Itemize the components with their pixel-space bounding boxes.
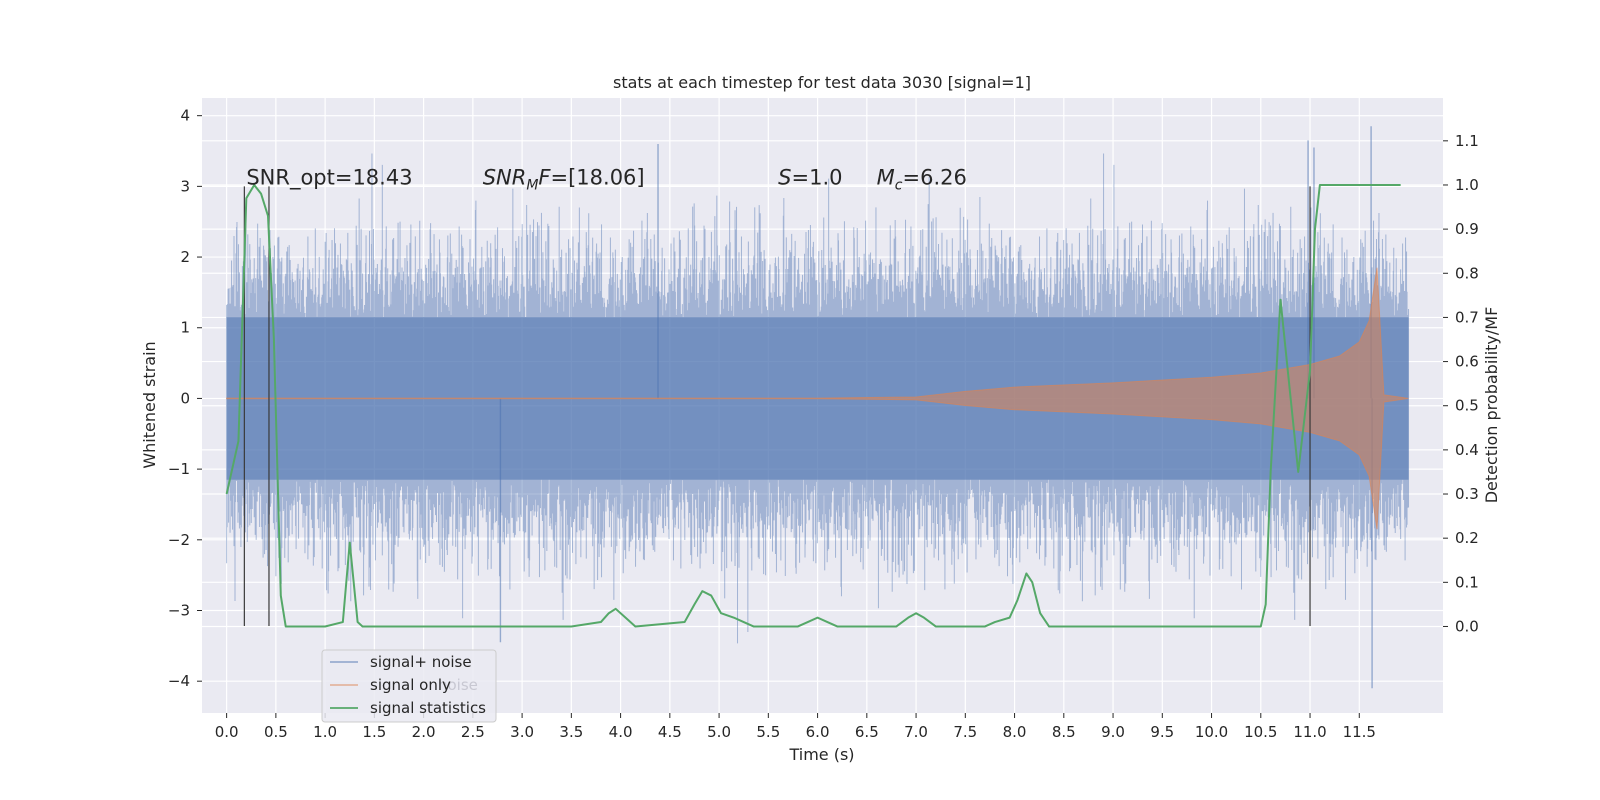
x-tick-label-22: 11.0 (1293, 723, 1326, 741)
x-tick-label-19: 9.5 (1150, 723, 1174, 741)
x-tick-label-13: 6.5 (855, 723, 879, 741)
annotation-1: SNRMF=[18.06] (483, 165, 645, 193)
y-tick-label-7: 3 (180, 177, 190, 195)
legend-frame (321, 649, 497, 723)
y2-tick-label-11: 1.1 (1455, 132, 1479, 150)
x-tick-label-10: 5.0 (707, 723, 731, 741)
x-tick-label-17: 8.5 (1052, 723, 1076, 741)
legend-label-signal-only: signal only (370, 676, 451, 694)
legend-label-signal-noise: signal+ noise (370, 653, 472, 671)
chart-title: stats at each timestep for test data 303… (613, 73, 1031, 92)
x-tick-label-5: 2.5 (461, 723, 485, 741)
x-tick-label-15: 7.5 (953, 723, 977, 741)
signal-statistics-line (225, 183, 1401, 628)
tick-labels: 0.0 0.5 1.0 1.5 2.0 2.5 3.0 3.5 4.0 4.5 5.0 5.5 6.0 6… (168, 107, 1479, 741)
x-tick-label-0: 0.0 (215, 723, 239, 741)
y-tick-label-5: 1 (180, 319, 190, 337)
x-tick-label-11: 5.5 (756, 723, 780, 741)
x-tick-label-14: 7.0 (904, 723, 928, 741)
x-tick-label-2: 1.0 (313, 723, 337, 741)
annotation-0: SNR_opt=18.43 (246, 165, 412, 190)
x-tick-label-20: 10.0 (1195, 723, 1228, 741)
annotation-3: Mc=6.26 (877, 165, 967, 193)
x-tick-label-6: 3.0 (510, 723, 534, 741)
y-tick-label-4: 0 (180, 389, 190, 407)
x-tick-label-3: 1.5 (362, 723, 386, 741)
y-tick-label-1: −3 (168, 602, 190, 620)
y-tick-label-2: −2 (168, 531, 190, 549)
y2-tick-label-4: 0.4 (1455, 441, 1479, 459)
signal-only-series (226, 267, 1409, 530)
y2-axis-label: Detection probability/MF (1482, 307, 1501, 504)
x-axis-label: Time (s) (788, 745, 854, 764)
y-tick-label-3: −1 (168, 460, 190, 478)
y2-tick-label-6: 0.6 (1455, 353, 1479, 371)
signal-statistics-series (225, 183, 1401, 628)
y-tick-label-0: −4 (168, 672, 190, 690)
x-tick-label-16: 8.0 (1003, 723, 1027, 741)
y-axis-label: Whitened strain (140, 341, 159, 468)
y2-tick-label-5: 0.5 (1455, 397, 1479, 415)
y2-tick-label-2: 0.2 (1455, 529, 1479, 547)
legend-label-signal-statistics: signal statistics (370, 699, 486, 717)
annotations: SNR_opt=18.43 SNRMF=[18.06] S=1.0 Mc=6.26 (246, 165, 967, 193)
x-tick-label-18: 9.0 (1101, 723, 1125, 741)
x-tick-label-8: 4.0 (609, 723, 633, 741)
annotation-2: S=1.0 (778, 165, 842, 189)
x-tick-label-23: 11.5 (1343, 723, 1376, 741)
x-tick-label-21: 10.5 (1244, 723, 1277, 741)
y2-tick-label-10: 1.0 (1455, 176, 1479, 194)
y2-tick-label-9: 0.9 (1455, 220, 1479, 238)
legend-hidden-fragment: noise (438, 676, 478, 694)
x-tick-label-7: 3.5 (559, 723, 583, 741)
y2-tick-label-1: 0.1 (1455, 573, 1479, 591)
x-tick-label-12: 6.0 (806, 723, 830, 741)
x-tick-label-4: 2.0 (412, 723, 436, 741)
y2-tick-label-3: 0.3 (1455, 485, 1479, 503)
x-tick-label-1: 0.5 (264, 723, 288, 741)
y-tick-label-6: 2 (180, 248, 190, 266)
x-tick-label-9: 4.5 (658, 723, 682, 741)
legend: noise signal+ noise signal only signal s… (321, 649, 497, 723)
y2-tick-label-0: 0.0 (1455, 617, 1479, 635)
y2-tick-label-8: 0.8 (1455, 264, 1479, 282)
y-tick-label-8: 4 (180, 107, 190, 125)
signal-only-envelope (226, 267, 1409, 530)
y2-tick-label-7: 0.7 (1455, 308, 1479, 326)
